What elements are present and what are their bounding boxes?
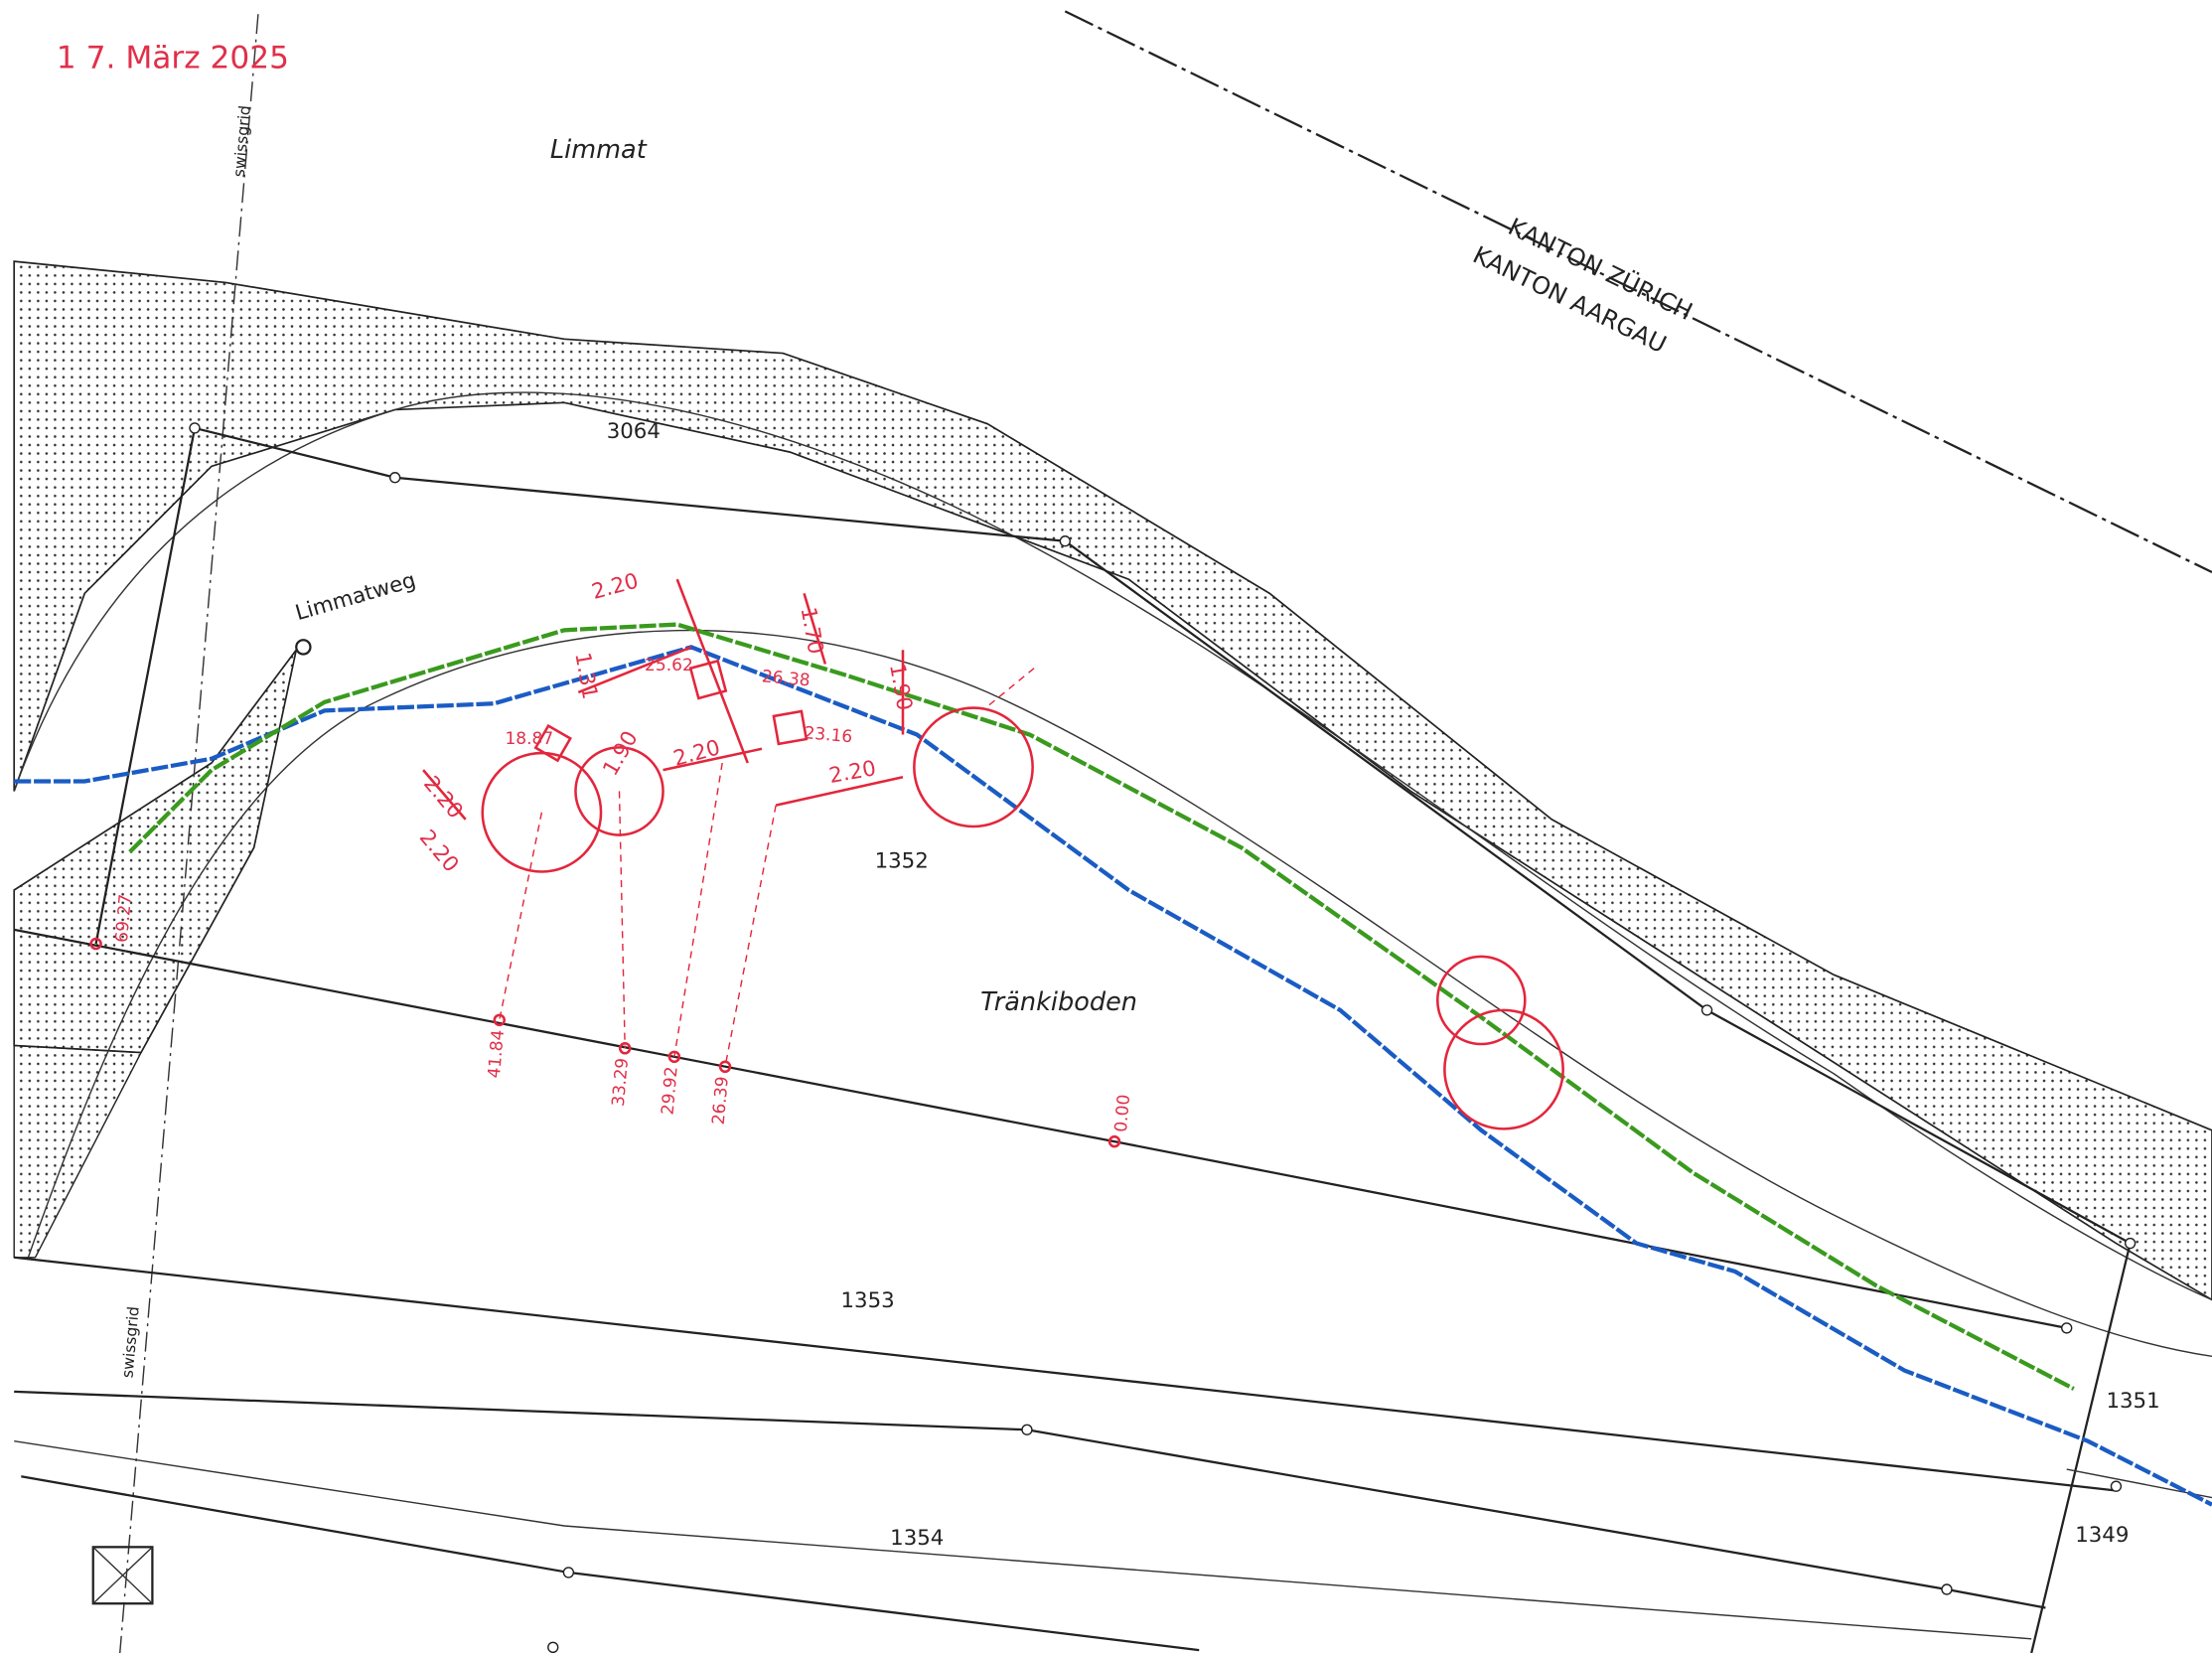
dimensions: 2.20 1.31 1.70 1.90 2.20 1.90 2.20 2.20 … [112, 568, 1134, 1132]
dimension: 1.90 [598, 727, 643, 781]
parcel: 3064 [607, 419, 661, 444]
dimension: 1.90 [884, 662, 917, 712]
date-stamp: 1 7. März 2025 [57, 41, 289, 76]
dimension: 2.20 [589, 568, 641, 604]
height: 25.62 [645, 656, 693, 676]
parcel: 1352 [875, 849, 929, 874]
offset: 29.92 [659, 1066, 682, 1116]
outlines [13, 10, 2212, 1653]
height: 23.16 [804, 723, 853, 747]
height: 18.87 [505, 729, 553, 749]
vertices [189, 422, 2137, 1653]
dimension: 2.20 [671, 735, 723, 771]
dimension: 1.70 [796, 605, 828, 656]
parcel: 1353 [840, 1288, 894, 1313]
parcel: 1349 [2075, 1523, 2129, 1548]
green-line [128, 622, 2075, 1391]
water-name: Limmat [550, 135, 648, 165]
dimension: 2.20 [418, 772, 468, 824]
path-name: Limmatweg [293, 568, 419, 626]
parcel: 1351 [2106, 1389, 2159, 1414]
offset: 69.27 [112, 893, 136, 943]
height: 26.38 [761, 667, 811, 690]
dimension: 1.31 [569, 651, 602, 701]
parcel: 1354 [890, 1526, 944, 1551]
locality: Tränkiboden [980, 987, 1137, 1017]
grid-label: swissgrid [117, 1305, 142, 1379]
offset: 0.00 [1111, 1094, 1134, 1133]
grid-label: swissgrid [229, 104, 254, 178]
dimension: 2.20 [414, 826, 464, 877]
blue-line [14, 645, 2212, 1507]
trees [89, 578, 1564, 1148]
offset: 26.39 [709, 1076, 733, 1126]
offset: 41.84 [485, 1029, 509, 1079]
offset: 33.29 [609, 1057, 633, 1107]
